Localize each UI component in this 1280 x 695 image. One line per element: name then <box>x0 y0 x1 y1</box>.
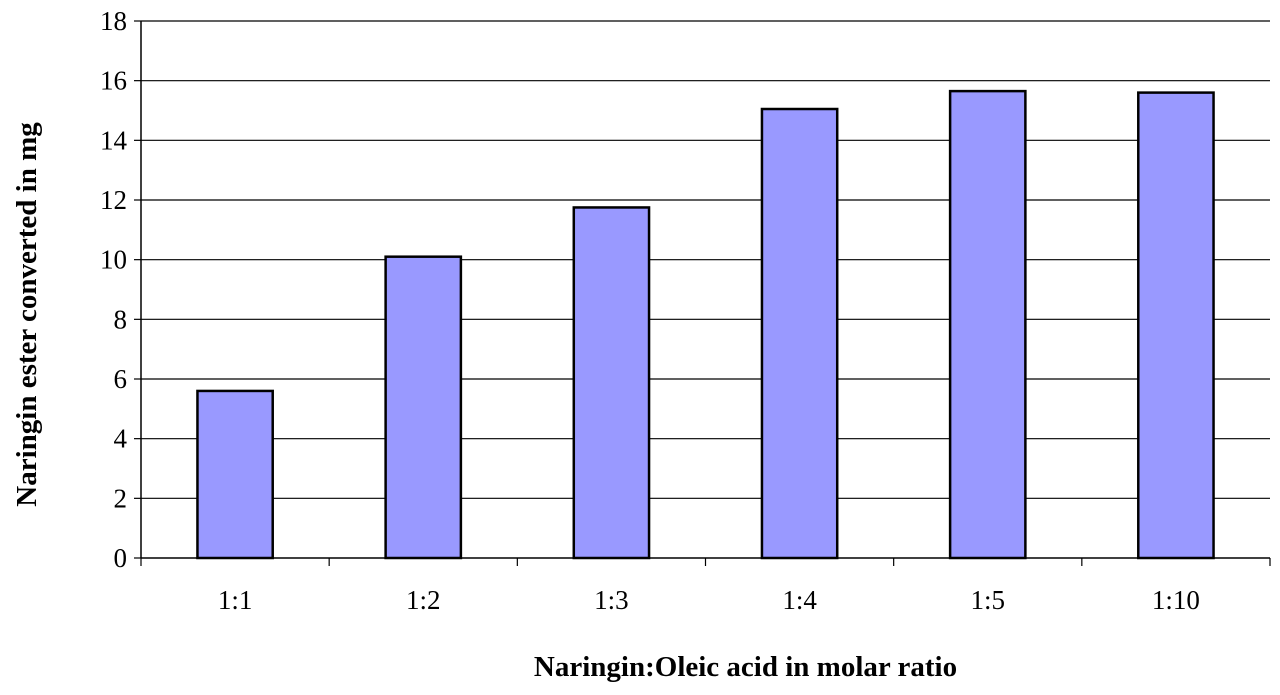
y-tick-label: 12 <box>100 185 127 215</box>
x-axis-title: Naringin:Oleic acid in molar ratio <box>534 651 957 683</box>
y-tick-label: 2 <box>114 483 128 513</box>
bars <box>196 89 1215 560</box>
y-tick-label: 16 <box>100 66 127 96</box>
y-tick-label: 10 <box>100 245 127 275</box>
x-tick-label: 1:1 <box>218 585 253 615</box>
x-tick-label: 1:3 <box>594 585 629 615</box>
y-tick-label: 6 <box>114 364 128 394</box>
bar-1:1 <box>196 389 274 560</box>
y-axis-title: Naringin ester converted in mg <box>11 122 43 507</box>
x-tick-label: 1:4 <box>782 585 817 615</box>
y-tick-label: 8 <box>114 304 128 334</box>
bar-1:3 <box>572 206 651 560</box>
x-tick-label: 1:2 <box>406 585 441 615</box>
bar-1:10 <box>1137 91 1215 560</box>
y-tick-label: 14 <box>100 125 128 155</box>
x-tick-label: 1:5 <box>970 585 1005 615</box>
y-tick-label: 0 <box>114 543 128 573</box>
gridlines <box>141 20 1270 499</box>
x-tick-labels: 1:1 1:2 1:3 1:4 1:5 1:10 <box>218 585 1200 615</box>
bar-1:4 <box>760 107 839 560</box>
bar-1:5 <box>948 89 1027 560</box>
y-tick-label: 18 <box>100 6 127 36</box>
y-tick-label: 4 <box>114 424 128 454</box>
bar-1:2 <box>384 255 463 560</box>
x-tick-label: 1:10 <box>1152 585 1200 615</box>
axes <box>134 20 1271 566</box>
y-tick-labels: 0 2 4 6 8 10 12 14 16 18 <box>100 6 128 573</box>
